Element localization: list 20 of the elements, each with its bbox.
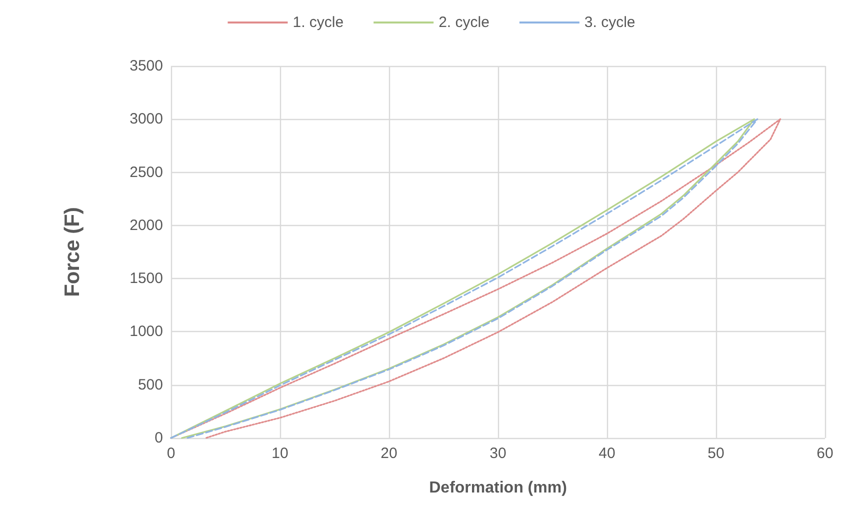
y-tick-label: 2500 xyxy=(130,164,163,181)
legend-label: 1. cycle xyxy=(292,14,344,31)
x-tick-label: 0 xyxy=(166,445,176,462)
y-tick-label: 1000 xyxy=(130,323,163,340)
y-tick-label: 1500 xyxy=(130,270,163,288)
x-tick-label: 60 xyxy=(816,445,834,462)
x-axis-title: Deformation (mm) xyxy=(429,480,567,496)
legend-label: 2. cycle xyxy=(438,14,490,31)
y-tick-label: 3000 xyxy=(130,110,163,128)
y-axis-title: Force (F) xyxy=(61,207,84,297)
y-tick-label: 0 xyxy=(154,430,163,446)
legend-label: 3. cycle xyxy=(584,14,636,31)
y-tick-label: 500 xyxy=(138,376,163,394)
y-tick-label: 2000 xyxy=(130,216,163,234)
y-tick-label: 3500 xyxy=(130,58,163,74)
x-tick-label: 10 xyxy=(272,445,288,462)
x-tick-label: 50 xyxy=(708,445,724,462)
x-tick-label: 30 xyxy=(490,445,506,462)
x-tick-label: 20 xyxy=(380,445,398,462)
x-tick-label: 40 xyxy=(598,445,616,462)
